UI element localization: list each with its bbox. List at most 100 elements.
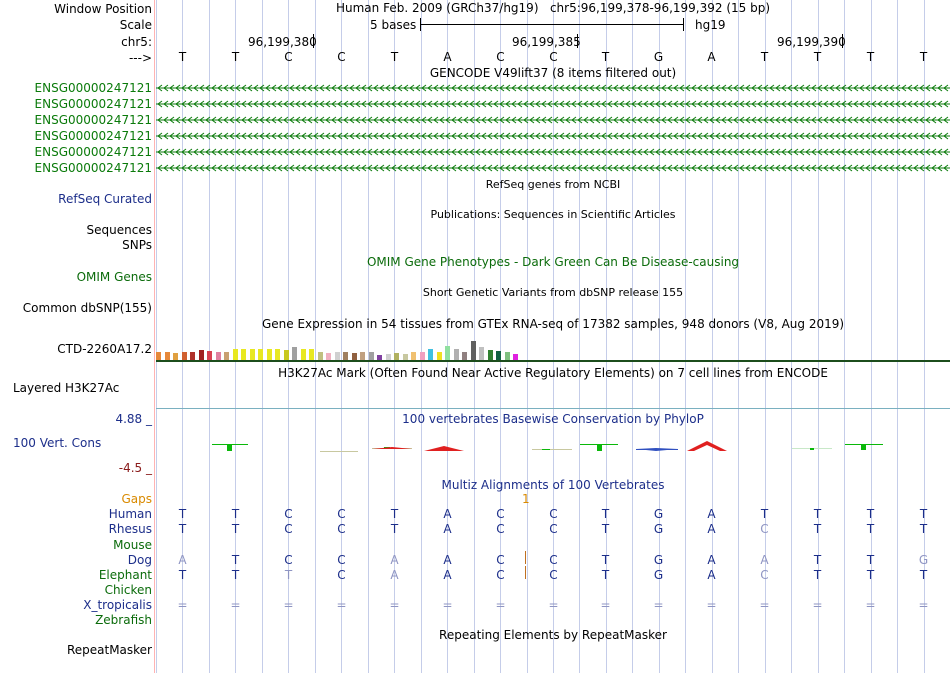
alignment-base-human: T bbox=[601, 507, 610, 521]
gtex-tissue-bar[interactable] bbox=[266, 349, 272, 360]
gtex-tissue-bar[interactable] bbox=[181, 352, 187, 360]
gtex-tissue-bar[interactable] bbox=[453, 349, 459, 360]
gtex-tissue-bar[interactable] bbox=[215, 352, 221, 360]
alignment-base-xtrop: = bbox=[653, 598, 664, 612]
position-text: chr5:96,199,378-96,199,392 (15 bp) bbox=[549, 1, 771, 15]
gtex-tissue-bar[interactable] bbox=[292, 347, 297, 360]
gencode-item-label[interactable]: ENSG00000247121 bbox=[34, 161, 152, 175]
gtex-tissue-bar[interactable] bbox=[249, 349, 255, 360]
omim-genes-label[interactable]: OMIM Genes bbox=[76, 270, 152, 284]
species-label-elephant: Elephant bbox=[98, 568, 152, 582]
vert-cons-label[interactable]: 100 Vert. Cons bbox=[13, 436, 102, 450]
gtex-tissue-bar[interactable] bbox=[334, 352, 340, 360]
gencode-transcript-line[interactable] bbox=[156, 84, 950, 92]
gtex-tissue-bar[interactable] bbox=[479, 347, 484, 360]
gtex-tissue-bar[interactable] bbox=[513, 354, 518, 360]
gtex-tissue-bar[interactable] bbox=[156, 352, 161, 360]
gtex-tissue-bar[interactable] bbox=[164, 352, 170, 360]
gtex-tissue-bar[interactable] bbox=[343, 352, 348, 360]
gencode-item-label[interactable]: ENSG00000247121 bbox=[34, 81, 152, 95]
gencode-transcript-line[interactable] bbox=[156, 148, 950, 156]
base-letter: A bbox=[707, 50, 716, 64]
phylop-conservation-plot[interactable] bbox=[156, 434, 950, 458]
alignment-base-rhesus: C bbox=[760, 522, 769, 536]
gtex-tissue-bar[interactable] bbox=[283, 350, 289, 360]
gtex-tissue-bar[interactable] bbox=[487, 350, 493, 360]
gtex-tissue-bar[interactable] bbox=[419, 352, 425, 360]
base-letter: C bbox=[496, 50, 505, 64]
gtex-tissue-bar[interactable] bbox=[360, 352, 365, 360]
gtex-tissue-bar[interactable] bbox=[436, 352, 442, 360]
gtex-gene-label[interactable]: CTD-2260A17.2 bbox=[57, 342, 152, 356]
phylop-marks bbox=[212, 441, 883, 452]
gtex-tissue-bar[interactable] bbox=[173, 353, 178, 360]
gtex-tissue-bar[interactable] bbox=[385, 354, 391, 360]
gencode-item-label[interactable]: ENSG00000247121 bbox=[34, 129, 152, 143]
gridline bbox=[315, 0, 316, 673]
gtex-tissue-bar[interactable] bbox=[377, 355, 382, 360]
gtex-tissue-bar[interactable] bbox=[411, 352, 416, 360]
gtex-tissue-bar[interactable] bbox=[326, 353, 331, 360]
refseq-curated-label[interactable]: RefSeq Curated bbox=[58, 192, 152, 206]
sequences-label[interactable]: Sequences bbox=[86, 223, 152, 237]
gtex-tissue-bar[interactable] bbox=[402, 354, 408, 360]
gridline bbox=[527, 0, 528, 673]
omim-track-title: OMIM Gene Phenotypes - Dark Green Can Be… bbox=[366, 255, 740, 269]
gtex-tissue-bar[interactable] bbox=[496, 351, 501, 360]
gridline bbox=[182, 0, 183, 673]
alignment-base-dog: A bbox=[707, 553, 716, 567]
publications-track-title: Publications: Sequences in Scientific Ar… bbox=[430, 208, 676, 221]
gtex-tissue-bar[interactable] bbox=[224, 352, 229, 360]
gencode-transcript-line[interactable] bbox=[156, 132, 950, 140]
snps-label[interactable]: SNPs bbox=[122, 238, 152, 252]
gtex-tissue-bar[interactable] bbox=[198, 350, 204, 360]
base-letter: T bbox=[231, 50, 240, 64]
h3k27ac-track-title: H3K27Ac Mark (Often Found Near Active Re… bbox=[278, 366, 828, 380]
base-letter: C bbox=[549, 50, 558, 64]
gtex-tissue-bar[interactable] bbox=[428, 349, 433, 360]
gtex-tissue-bar[interactable] bbox=[317, 352, 323, 360]
alignment-base-rhesus: T bbox=[601, 522, 610, 536]
repeatmasker-label[interactable]: RepeatMasker bbox=[66, 643, 152, 657]
gencode-transcript-line[interactable] bbox=[156, 100, 950, 108]
gtex-tissue-bar[interactable] bbox=[394, 353, 399, 360]
layered-h3k27ac-label[interactable]: Layered H3K27Ac bbox=[13, 381, 120, 395]
gtex-tissue-bar[interactable] bbox=[470, 341, 476, 360]
gtex-tissue-bar[interactable] bbox=[207, 351, 212, 360]
alignment-base-dog: A bbox=[760, 553, 769, 567]
gencode-transcript-line[interactable] bbox=[156, 116, 950, 124]
multiz-track-title: Multiz Alignments of 100 Vertebrates bbox=[441, 478, 665, 492]
gtex-tissue-bar[interactable] bbox=[275, 349, 280, 360]
alignment-base-elephant: A bbox=[707, 568, 716, 582]
gtex-tissue-bar[interactable] bbox=[309, 349, 314, 360]
gencode-item-label[interactable]: ENSG00000247121 bbox=[34, 113, 152, 127]
gtex-tissue-bar[interactable] bbox=[368, 352, 374, 360]
gencode-transcript-line[interactable] bbox=[156, 164, 950, 172]
h3k27ac-signal-line bbox=[156, 408, 950, 409]
coordinate-label: 96,199,390 bbox=[777, 35, 846, 49]
gtex-tissue-bar[interactable] bbox=[445, 346, 450, 360]
species-label-zebrafish: Zebrafish bbox=[95, 613, 152, 627]
base-letter: T bbox=[866, 50, 875, 64]
alignment-base-rhesus: A bbox=[443, 522, 452, 536]
gtex-tissue-bar[interactable] bbox=[300, 349, 306, 360]
gtex-tissue-bar[interactable] bbox=[462, 352, 467, 360]
gridline bbox=[235, 0, 236, 673]
common-dbsnp-label[interactable]: Common dbSNP(155) bbox=[22, 301, 152, 315]
alignment-base-elephant: T bbox=[601, 568, 610, 582]
base-letter: T bbox=[390, 50, 399, 64]
gencode-item-label[interactable]: ENSG00000247121 bbox=[34, 145, 152, 159]
gridline bbox=[553, 0, 554, 673]
gtex-tissue-bar[interactable] bbox=[190, 352, 195, 360]
track-image[interactable]: Human Feb. 2009 (GRCh37/hg19) chr5:96,19… bbox=[156, 0, 950, 673]
gtex-tissue-bar[interactable] bbox=[241, 349, 246, 360]
gencode-item-label[interactable]: ENSG00000247121 bbox=[34, 97, 152, 111]
gtex-tissue-bar[interactable] bbox=[232, 349, 238, 360]
alignment-base-dog: C bbox=[337, 553, 346, 567]
gtex-tissue-bar[interactable] bbox=[351, 353, 357, 360]
gtex-tissue-bar[interactable] bbox=[504, 352, 510, 360]
scale-bar-left-tick bbox=[420, 18, 421, 31]
gtex-tissue-bar[interactable] bbox=[258, 349, 263, 360]
gtex-bar-chart[interactable] bbox=[156, 330, 556, 360]
alignment-base-xtrop: = bbox=[759, 598, 770, 612]
